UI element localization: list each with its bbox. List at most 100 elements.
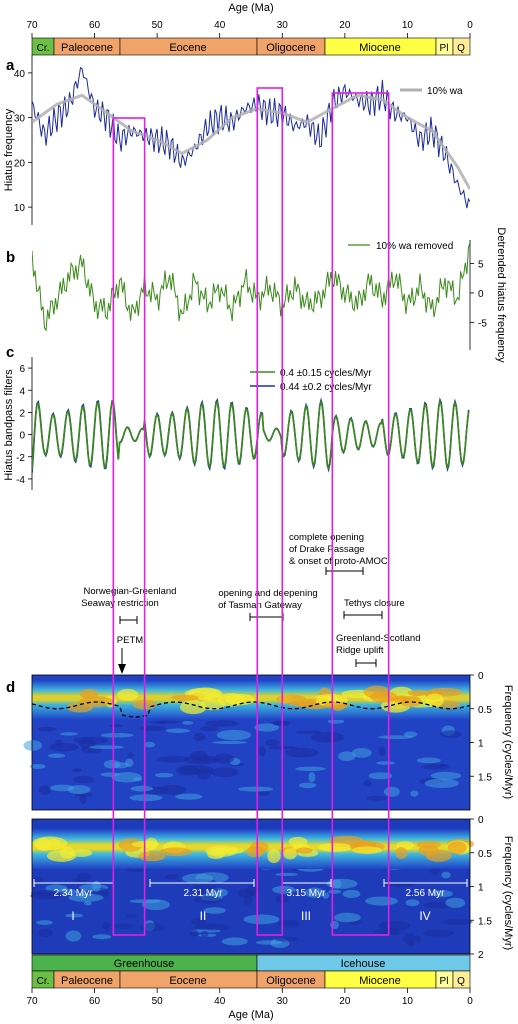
epoch-bar-bottom: Cr. Paleocene Eocene Oligocene Miocene P…: [31, 970, 471, 989]
d-ytick-label: 1.5: [478, 772, 492, 783]
spectral-texture: [310, 732, 345, 743]
event-tethys: Tethys closure: [344, 598, 405, 609]
event-norwegian-2: Seaway restriction: [81, 598, 159, 609]
highlight-window: [256, 87, 284, 936]
spectral-texture: [254, 723, 280, 732]
climate-label-icehouse: Icehouse: [341, 958, 386, 970]
spectral-texture: [322, 892, 330, 899]
power-blob: [317, 843, 353, 852]
spectral-texture: [59, 732, 78, 736]
spectral-texture: [368, 772, 393, 780]
highlight-window: [331, 92, 390, 936]
power-blob: [283, 848, 297, 860]
spectral-texture: [48, 753, 66, 758]
power-blob: [400, 696, 422, 707]
spectral-texture: [129, 794, 163, 802]
spectral-texture: [193, 732, 206, 742]
spectral-texture: [111, 762, 130, 769]
legend-filter-044-label: 0.44 ±0.2 cycles/Myr: [280, 382, 372, 393]
bottom-age-tick-label: 40: [214, 996, 226, 1007]
spectral-texture: [351, 747, 372, 758]
spectral-texture: [366, 795, 387, 801]
c-ytick-label: 4: [19, 386, 25, 397]
power-blob: [118, 838, 143, 852]
power-blob: [69, 849, 93, 857]
bottom-epoch-label-quaternary: Q: [457, 976, 465, 987]
d-ytick-label: 0.5: [478, 705, 492, 716]
panel-a: a Hiatus frequency 10 20 30 40 10% wa: [3, 55, 470, 225]
bottom-age-tick-label: 30: [277, 996, 289, 1007]
spectral-texture: [88, 745, 125, 750]
spectrogram-lower: [30, 818, 475, 955]
spectral-texture: [258, 746, 266, 757]
epoch-bar-top: Cr. Paleocene Eocene Oligocene Miocene P…: [31, 37, 471, 56]
spectral-texture: [36, 920, 53, 925]
spectral-texture: [144, 741, 156, 748]
spectral-texture: [130, 785, 154, 792]
spectral-texture: [285, 747, 319, 758]
bottom-age-axis: 70 60 50 40 30 20 10 0 Age (Ma): [26, 988, 473, 1021]
spectral-texture: [255, 940, 282, 945]
spectral-texture: [378, 920, 411, 931]
bottom-age-tick-label: 0: [467, 996, 473, 1007]
d-ytick-label: 0: [478, 815, 484, 826]
spectral-texture: [204, 720, 240, 727]
bottom-epoch-label-eocene: Eocene: [169, 975, 206, 987]
bottom-age-tick-label: 50: [152, 996, 164, 1007]
spectral-texture: [330, 920, 340, 930]
bottom-epoch-label-paleocene: Paleocene: [61, 975, 113, 987]
spectral-texture: [342, 889, 361, 899]
panel-letter-c: c: [6, 344, 14, 361]
c-ytick-label: 0: [19, 431, 25, 442]
spectral-texture: [37, 726, 57, 732]
spectral-texture: [445, 897, 466, 908]
d-ytick-label: 1: [478, 883, 484, 894]
interval-2-bracket: [149, 879, 255, 887]
epoch-label-paleocene: Paleocene: [61, 42, 113, 54]
bottom-age-tick-label: 20: [339, 996, 351, 1007]
power-blob: [370, 691, 398, 703]
interval-4-label: IV: [419, 909, 430, 923]
legend-wa-label: 10% wa: [427, 86, 463, 97]
spectral-texture: [55, 739, 63, 746]
spectral-texture: [49, 742, 79, 752]
power-blob: [59, 846, 75, 859]
spectral-texture: [139, 922, 165, 932]
spectral-texture: [65, 930, 82, 942]
bottom-epoch-label-pliocene: Pl: [440, 976, 449, 987]
power-blob: [250, 840, 269, 854]
spectral-texture: [333, 912, 361, 923]
spectral-texture: [175, 793, 203, 800]
interval-4-bracket: [383, 879, 468, 887]
spectral-texture: [159, 784, 187, 795]
filter-04-line: [32, 398, 470, 471]
b-ytick-label: 5: [478, 260, 484, 271]
top-age-axis: Age (Ma) 70 60 50 40 30 20 10 0: [26, 2, 473, 38]
c-ytick-label: -4: [16, 475, 25, 486]
power-blob: [447, 841, 467, 855]
event-drake-2: of Drake Passage: [289, 544, 365, 555]
a-ytick-label: 30: [14, 114, 26, 125]
spectral-texture: [216, 729, 252, 741]
climate-bar: Greenhouse Icehouse: [31, 954, 471, 972]
event-petm: PETM: [117, 635, 143, 646]
spectral-texture: [182, 873, 214, 884]
spectral-texture: [265, 739, 280, 747]
spectral-texture: [157, 720, 167, 725]
spectral-texture: [38, 785, 51, 795]
top-age-tick-label: 60: [89, 20, 101, 31]
spectral-texture: [32, 877, 44, 884]
spectral-texture: [114, 923, 133, 930]
a-ytick-label: 20: [14, 158, 26, 169]
spectral-texture: [199, 725, 219, 732]
spectral-texture: [402, 932, 416, 944]
d-ytick-label: 0.5: [478, 849, 492, 860]
spectral-texture: [378, 746, 386, 757]
spectral-texture: [29, 763, 46, 769]
spectral-texture: [295, 730, 322, 734]
spectral-texture: [441, 871, 451, 879]
d-ytick-label: 1: [478, 739, 484, 750]
spectral-texture: [71, 768, 82, 773]
highlight-windows: [112, 87, 390, 936]
